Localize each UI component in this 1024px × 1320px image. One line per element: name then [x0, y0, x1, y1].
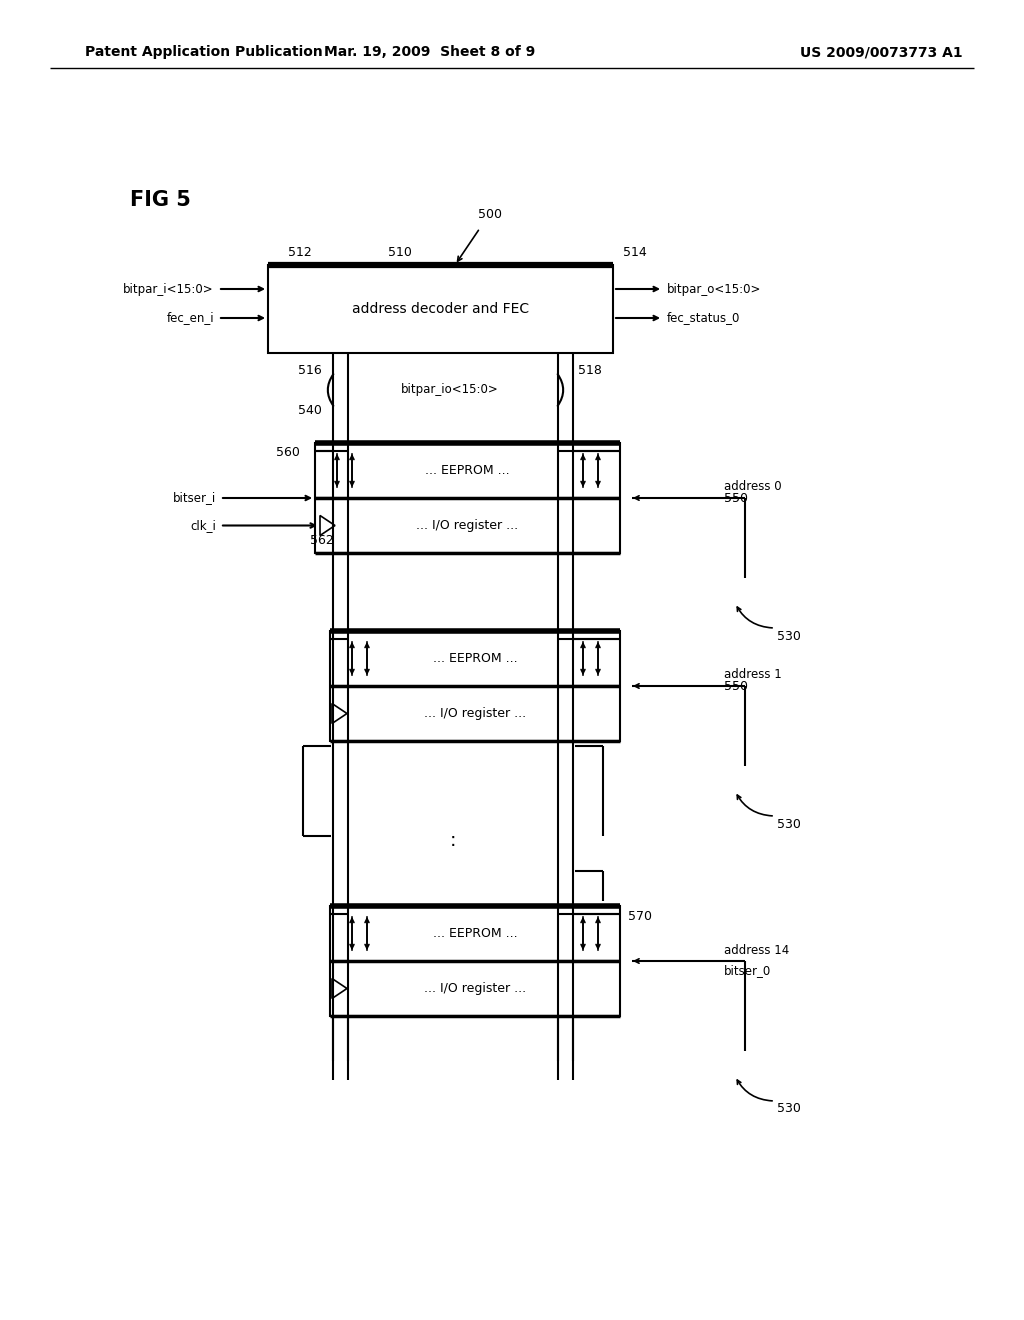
Text: :: : — [450, 832, 457, 850]
Text: Patent Application Publication: Patent Application Publication — [85, 45, 323, 59]
Text: 550: 550 — [724, 491, 748, 504]
Text: address 14: address 14 — [724, 945, 790, 957]
Text: 510: 510 — [388, 246, 412, 259]
Text: 518: 518 — [579, 363, 602, 376]
Text: ... I/O register ...: ... I/O register ... — [417, 519, 518, 532]
Text: fec_en_i: fec_en_i — [166, 312, 214, 325]
Text: clk_i: clk_i — [190, 519, 216, 532]
Text: bitpar_o<15:0>: bitpar_o<15:0> — [667, 282, 762, 296]
Text: bitser_i: bitser_i — [173, 491, 216, 504]
Text: 512: 512 — [288, 246, 312, 259]
Bar — [268, 265, 613, 352]
Text: fec_status_0: fec_status_0 — [667, 312, 740, 325]
Text: ... EEPROM ...: ... EEPROM ... — [433, 652, 517, 665]
Text: 550: 550 — [724, 680, 748, 693]
Text: 560: 560 — [276, 446, 300, 459]
Bar — [330, 906, 620, 1016]
Text: 562: 562 — [310, 535, 334, 546]
Text: ... EEPROM ...: ... EEPROM ... — [425, 465, 510, 477]
Text: address 1: address 1 — [724, 668, 781, 681]
Text: address 0: address 0 — [724, 479, 781, 492]
Text: ... EEPROM ...: ... EEPROM ... — [433, 927, 517, 940]
Text: 530: 530 — [777, 630, 801, 643]
Bar — [315, 444, 620, 553]
Text: 540: 540 — [298, 404, 322, 417]
Text: 516: 516 — [298, 363, 322, 376]
Text: address decoder and FEC: address decoder and FEC — [352, 302, 529, 315]
Text: 570: 570 — [628, 909, 652, 923]
Bar — [330, 631, 620, 741]
Text: 530: 530 — [777, 1102, 801, 1115]
Text: ... I/O register ...: ... I/O register ... — [424, 982, 526, 995]
Text: 500: 500 — [478, 209, 502, 222]
Text: FIG 5: FIG 5 — [130, 190, 190, 210]
Text: bitser_0: bitser_0 — [724, 965, 771, 978]
Text: bitpar_io<15:0>: bitpar_io<15:0> — [401, 384, 499, 396]
Text: Mar. 19, 2009  Sheet 8 of 9: Mar. 19, 2009 Sheet 8 of 9 — [325, 45, 536, 59]
Text: bitpar_i<15:0>: bitpar_i<15:0> — [123, 282, 214, 296]
Text: 530: 530 — [777, 817, 801, 830]
Text: ... I/O register ...: ... I/O register ... — [424, 708, 526, 719]
Text: 514: 514 — [624, 246, 647, 259]
Text: US 2009/0073773 A1: US 2009/0073773 A1 — [800, 45, 963, 59]
